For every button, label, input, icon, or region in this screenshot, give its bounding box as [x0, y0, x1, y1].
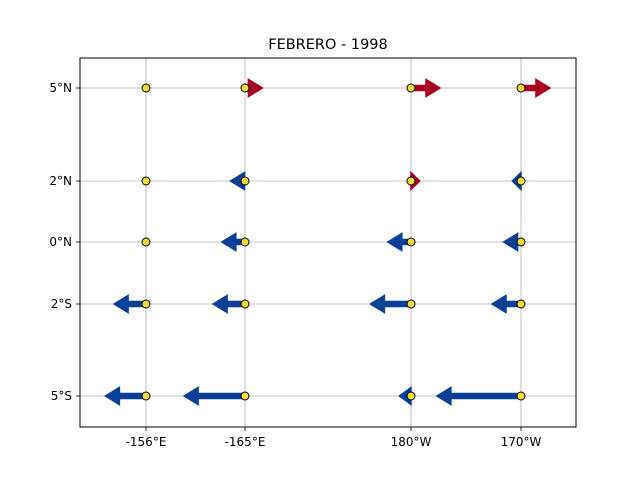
x-tick-label: -165°E	[225, 435, 266, 449]
x-tick-label: 180°W	[391, 435, 432, 449]
station-point	[516, 299, 526, 309]
station-point	[406, 391, 416, 401]
station-points	[141, 83, 526, 401]
station-point	[141, 83, 151, 93]
station-point	[516, 176, 526, 186]
station-point	[516, 237, 526, 247]
y-tick-label: 2°N	[49, 174, 72, 188]
y-tick-label: 2°S	[51, 297, 72, 311]
plot-frame	[79, 57, 577, 428]
wind-arrow-outline	[182, 386, 246, 406]
grid-lines	[80, 58, 576, 427]
station-point	[240, 176, 250, 186]
westward-wind-arrow	[104, 386, 147, 406]
y-tick-label: 5°N	[49, 81, 72, 95]
station-point	[240, 391, 250, 401]
wind-arrow-outline	[368, 294, 412, 314]
y-axis-ticks: 5°N 2°N 0°N 2°S 5°S	[49, 81, 80, 403]
station-point	[141, 176, 151, 186]
x-tick-label: 170°W	[501, 435, 542, 449]
westward-wind-arrow	[369, 294, 412, 314]
westward-wind-arrow	[212, 294, 246, 314]
station-point	[406, 299, 416, 309]
station-point	[406, 176, 416, 186]
wind-arrow-outline	[103, 386, 147, 406]
station-point	[516, 391, 526, 401]
station-point	[141, 237, 151, 247]
westward-wind-arrow	[435, 386, 522, 406]
station-point	[240, 299, 250, 309]
y-tick-label: 5°S	[51, 389, 72, 403]
station-point	[240, 83, 250, 93]
westward-wind-arrow	[113, 294, 147, 314]
station-point	[141, 391, 151, 401]
chart-title: FEBRERO - 1998	[268, 37, 388, 53]
station-point	[406, 237, 416, 247]
station-point	[406, 83, 416, 93]
wind-arrow-outline	[435, 386, 522, 406]
y-tick-label: 0°N	[49, 235, 72, 249]
station-point	[516, 83, 526, 93]
x-axis-ticks: -156°E -165°E 180°W 170°W	[126, 427, 542, 449]
station-point	[240, 237, 250, 247]
wind-arrows	[103, 78, 552, 406]
x-tick-label: -156°E	[126, 435, 167, 449]
station-point	[141, 299, 151, 309]
